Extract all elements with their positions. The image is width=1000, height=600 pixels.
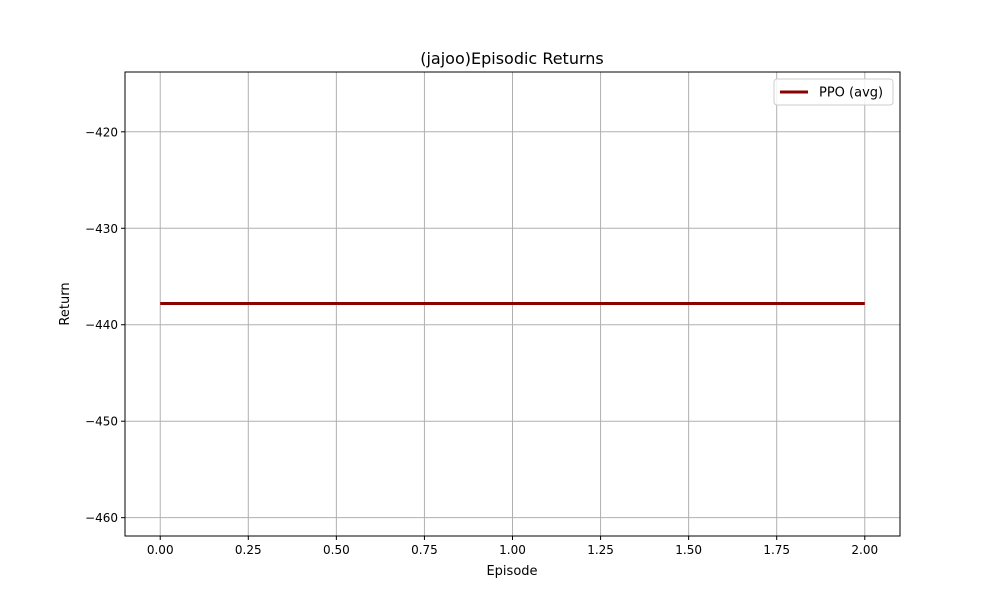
x-tick-label: 0.25 xyxy=(235,543,262,557)
x-tick-label: 1.00 xyxy=(499,543,526,557)
y-tick-label: −450 xyxy=(85,415,118,429)
x-tick-label: 2.00 xyxy=(851,543,878,557)
y-axis-label: Return xyxy=(58,282,73,325)
x-tick-label: 1.50 xyxy=(675,543,702,557)
x-tick-label: 0.50 xyxy=(323,543,350,557)
y-tick-label: −440 xyxy=(85,318,118,332)
legend-box xyxy=(773,78,894,106)
chart-title: (jajoo)Episodic Returns xyxy=(420,49,604,68)
x-tick-label: 1.75 xyxy=(763,543,790,557)
x-tick-label: 1.25 xyxy=(587,543,614,557)
x-tick-label: 0.75 xyxy=(411,543,438,557)
y-tick-label: −420 xyxy=(85,125,118,139)
x-tick-label: 0.00 xyxy=(147,543,174,557)
y-tick-label: −460 xyxy=(85,511,118,525)
x-axis-label: Episode xyxy=(486,564,537,579)
y-tick-label: −430 xyxy=(85,222,118,236)
ticks: 0.00 0.25 0.50 0.75 1.00 1.25 1.50 1.75 2.00 −460… xyxy=(85,125,878,557)
legend-label-ppo: PPO (avg) xyxy=(819,86,883,101)
legend: PPO (avg) xyxy=(773,78,894,106)
